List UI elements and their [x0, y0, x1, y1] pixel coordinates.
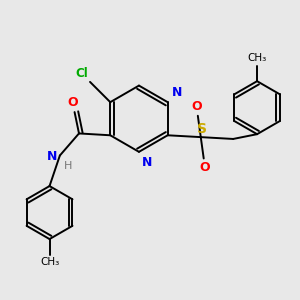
Text: O: O [191, 100, 202, 113]
Text: CH₃: CH₃ [248, 53, 267, 63]
Text: S: S [196, 122, 206, 136]
Text: O: O [200, 161, 210, 174]
Text: O: O [68, 96, 78, 109]
Text: Cl: Cl [75, 67, 88, 80]
Text: H: H [64, 161, 72, 171]
Text: N: N [142, 156, 152, 169]
Text: CH₃: CH₃ [40, 257, 59, 267]
Text: N: N [46, 151, 57, 164]
Text: N: N [172, 86, 182, 99]
